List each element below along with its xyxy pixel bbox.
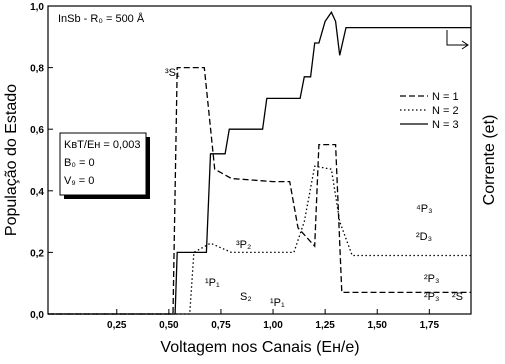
annotation: ²P₃ bbox=[424, 291, 439, 303]
series-line bbox=[48, 165, 471, 315]
annotation: ⁴P₃ bbox=[416, 203, 433, 215]
chart-title: InSb - R₀ = 500 Å bbox=[58, 12, 145, 25]
x-tick-label: 0,75 bbox=[211, 320, 231, 331]
y-axis-title: População do Estado bbox=[3, 84, 20, 236]
annotation: ²D₃ bbox=[416, 231, 432, 243]
x-tick-label: 0,50 bbox=[159, 320, 179, 331]
x-tick-label: 1,50 bbox=[367, 320, 387, 331]
x-tick-label: 1,25 bbox=[315, 320, 335, 331]
legend-label: N = 3 bbox=[432, 119, 459, 131]
annotation: S₂ bbox=[240, 291, 252, 303]
info-text: V₉ = 0 bbox=[64, 175, 94, 187]
arrow-icon bbox=[446, 30, 469, 50]
annotation: ²S bbox=[452, 291, 463, 303]
series-line bbox=[48, 66, 471, 315]
y-tick-label: 0,6 bbox=[30, 125, 44, 136]
plot-frame bbox=[47, 5, 472, 315]
y-tick-label: 1,0 bbox=[30, 2, 44, 13]
legend-label: N = 1 bbox=[432, 91, 459, 103]
annotation: ³P₂ bbox=[236, 239, 251, 251]
y-tick-label: 0,2 bbox=[30, 248, 44, 259]
info-text: B₀ = 0 bbox=[64, 157, 95, 169]
annotation: ¹P₁ bbox=[205, 277, 220, 289]
annotation: ²P₃ bbox=[424, 273, 439, 285]
annotation: ¹P₁ bbox=[270, 297, 285, 309]
y-tick-label: 0,0 bbox=[30, 310, 44, 321]
info-box bbox=[59, 132, 147, 196]
y-tick-label: 0,8 bbox=[30, 64, 44, 75]
series-line bbox=[48, 10, 471, 315]
x-tick-label: 1,75 bbox=[420, 320, 440, 331]
info-text: KʙT/Eʜ = 0,003 bbox=[64, 139, 140, 151]
x-tick-label: 0,25 bbox=[107, 320, 127, 331]
y2-axis-title: Corrente (et) bbox=[481, 115, 498, 206]
x-axis-title: Voltagem nos Canais (Eʜ/e) bbox=[160, 339, 359, 356]
y-tick-label: 0,4 bbox=[30, 187, 44, 198]
x-tick-label: 1,00 bbox=[263, 320, 283, 331]
annotation: ³S₁ bbox=[165, 67, 180, 79]
legend-label: N = 2 bbox=[432, 105, 459, 117]
